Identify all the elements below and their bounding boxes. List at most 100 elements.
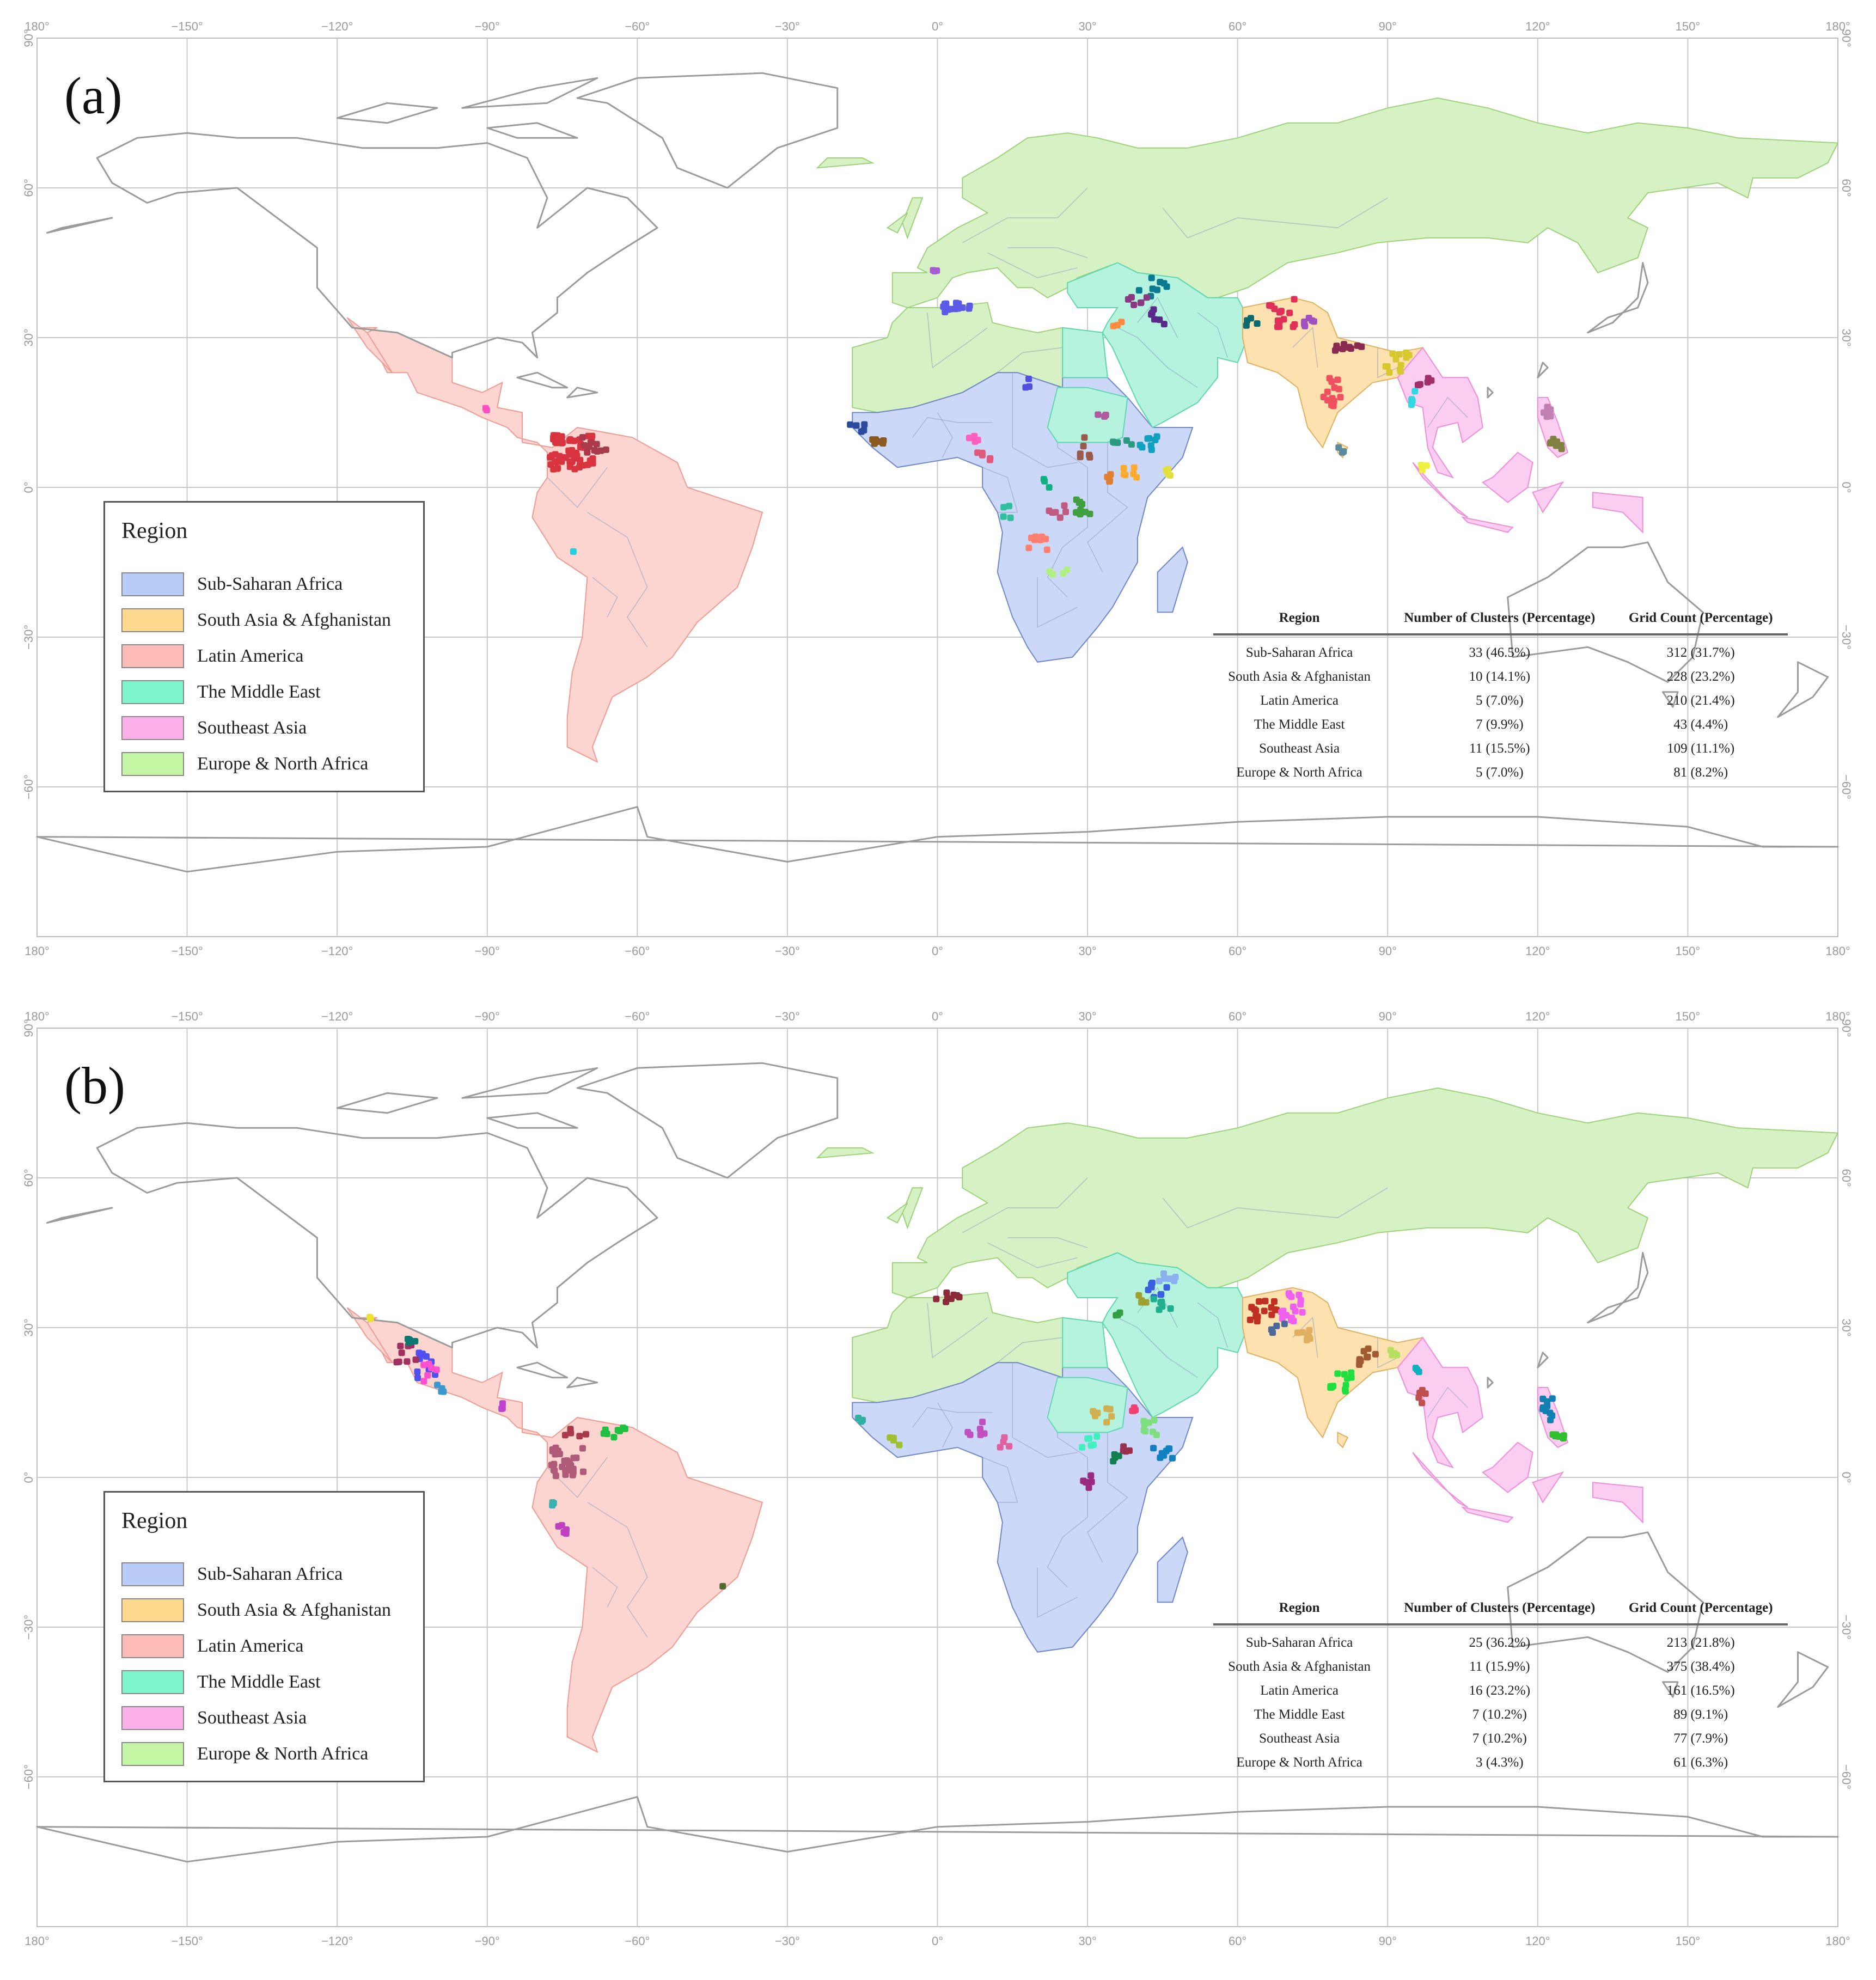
grid-cell-point <box>1006 503 1013 510</box>
longitude-tick-label: 150° <box>1676 1934 1701 1948</box>
grid-cell-point <box>1123 437 1130 444</box>
grid-cell-point <box>1145 1286 1152 1293</box>
grid-cell-point <box>1092 1413 1099 1420</box>
grid-cell-point <box>558 1521 565 1529</box>
grid-cell-point <box>1049 571 1056 578</box>
longitude-tick-label: −60° <box>625 944 650 958</box>
grid-cell-point <box>597 447 604 454</box>
cluster <box>1073 496 1093 518</box>
cluster <box>1163 466 1174 479</box>
grid-cell-point <box>1120 470 1127 478</box>
region-south-asia <box>1337 1431 1349 1449</box>
legend-swatch <box>121 1562 184 1586</box>
cluster <box>1113 1309 1123 1319</box>
grid-cell-point <box>1356 1356 1363 1363</box>
grid-cell-point <box>1007 514 1014 521</box>
grid-cell-point <box>1025 545 1032 552</box>
cluster <box>1095 411 1109 420</box>
region-southeast-asia <box>1461 516 1514 533</box>
longitude-tick-label: 90° <box>1379 944 1397 958</box>
grid-cell-point <box>593 441 600 448</box>
longitude-tick-label: 120° <box>1525 1934 1550 1948</box>
cell-region: Europe & North Africa <box>1236 1755 1362 1770</box>
grid-cell-point <box>551 1467 558 1474</box>
cluster <box>1243 315 1261 329</box>
cell-clusters: 33 (46.5%) <box>1469 645 1531 660</box>
grid-cell-point <box>890 1437 897 1444</box>
grid-cell-point <box>1088 1478 1095 1486</box>
grid-cell-point <box>1408 396 1415 403</box>
grid-cell-point <box>861 421 868 428</box>
latitude-tick-label: 0° <box>1840 481 1853 493</box>
latitude-tick-label: 30° <box>22 328 35 346</box>
grid-cell-point <box>1139 444 1146 451</box>
panel-label: (b) <box>64 1056 125 1115</box>
grid-cell-point <box>933 1295 940 1303</box>
legend-swatch <box>121 716 184 740</box>
legend-item-latin-america: Latin America <box>121 1633 303 1660</box>
latitude-tick-label: 60° <box>1840 179 1853 197</box>
longitude-tick-label: 90° <box>1379 20 1397 33</box>
grid-cell-point <box>966 305 973 312</box>
cluster <box>1266 296 1298 331</box>
cell-region: Sub-Saharan Africa <box>1245 645 1353 660</box>
cell-grid-count: 312 (31.7%) <box>1666 645 1735 660</box>
grid-cell-point <box>1161 1275 1168 1282</box>
grid-cell-point <box>1131 301 1138 308</box>
grid-cell-point <box>1276 323 1283 330</box>
legend-label: Europe & North Africa <box>197 1744 369 1764</box>
cell-region: Southeast Asia <box>1259 741 1340 756</box>
grid-cell-point <box>1288 1315 1296 1322</box>
longitude-tick-label: 30° <box>1078 20 1096 33</box>
legend-label: Europe & North Africa <box>197 754 369 774</box>
region-southeast-asia <box>1397 1336 1483 1469</box>
longitude-tick-label: −150° <box>171 20 203 33</box>
legend-label: Latin America <box>197 1636 304 1656</box>
legend-title: Region <box>121 518 188 543</box>
longitude-tick-label: −120° <box>321 20 353 33</box>
grid-cell-point <box>1077 498 1084 505</box>
region-legend: Region Sub-Saharan Africa South Asia & A… <box>103 501 425 792</box>
cluster <box>1387 1347 1401 1359</box>
cluster <box>1294 1327 1313 1343</box>
grid-cell-point <box>423 1353 430 1360</box>
cluster <box>579 434 609 456</box>
cell-clusters: 11 (15.5%) <box>1469 741 1530 756</box>
grid-cell-point <box>1328 1384 1335 1391</box>
grid-cell-point <box>1108 1413 1115 1420</box>
country-border <box>997 347 1063 373</box>
grid-cell-point <box>1006 1443 1013 1450</box>
legend-swatch <box>121 1634 184 1658</box>
grid-cell-point <box>1296 1291 1303 1298</box>
cell-clusters: 5 (7.0%) <box>1476 765 1524 780</box>
grid-cell-point <box>1146 435 1153 442</box>
cell-grid-count: 61 (6.3%) <box>1673 1755 1728 1770</box>
grid-cell-point <box>1135 1292 1142 1299</box>
land-regions <box>346 97 1839 763</box>
cell-grid-count: 81 (8.2%) <box>1673 765 1728 780</box>
grid-cell-point <box>1340 448 1347 455</box>
grid-cell-point <box>987 455 994 462</box>
longitude-tick-label: −90° <box>475 20 500 33</box>
grid-cell-point <box>1270 1298 1278 1305</box>
region-south-asia <box>1242 297 1423 449</box>
grid-cell-point <box>1337 394 1344 401</box>
table-row: The Middle East 7 (10.2%) 89 (9.1%) <box>1213 1702 1788 1726</box>
grid-cell-point <box>1158 1291 1165 1298</box>
grid-cell-point <box>1093 1433 1101 1440</box>
grid-cell-point <box>1150 1445 1157 1452</box>
grid-cell-point <box>1060 570 1067 577</box>
country-border <box>962 1177 1088 1233</box>
grid-cell-point <box>1101 413 1108 420</box>
grid-cell-point <box>433 1366 440 1373</box>
legend-swatch <box>121 680 184 704</box>
latitude-tick-label: −30° <box>1840 1615 1853 1640</box>
cell-clusters: 11 (15.9%) <box>1469 1659 1530 1674</box>
grid-cell-point <box>563 1530 570 1537</box>
cluster <box>1540 404 1554 420</box>
grid-cell-point <box>1061 502 1068 509</box>
grid-cell-point <box>584 461 591 468</box>
grid-cell-point <box>1000 504 1007 511</box>
grid-cell-point <box>1278 1309 1285 1316</box>
grid-cell-point <box>567 1462 575 1469</box>
